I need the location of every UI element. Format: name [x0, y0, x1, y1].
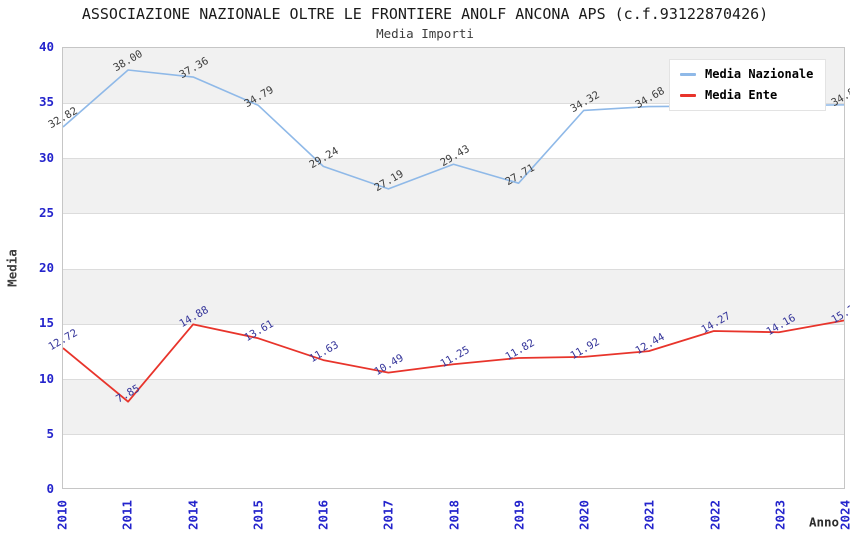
x-tick-label: 2010 [54, 499, 70, 531]
y-tick-label: 15 [38, 315, 54, 331]
y-tick-label: 10 [38, 370, 54, 386]
y-tick-label: 35 [38, 94, 54, 110]
legend-item-media-nazionale: Media Nazionale [680, 67, 813, 81]
plot-band [63, 269, 844, 325]
y-tick-label: 0 [46, 481, 54, 496]
x-tick-label: 2011 [119, 499, 135, 531]
x-tick-label: 2022 [707, 499, 722, 531]
legend-label: Media Nazionale [705, 67, 814, 81]
y-tick-label: 5 [46, 425, 54, 441]
legend-item-media-ente: Media Ente [680, 88, 813, 102]
y-tick-label: 30 [38, 149, 54, 165]
x-tick-label: 2023 [772, 499, 788, 531]
x-tick-label: 2018 [446, 499, 461, 531]
x-tick-label: 2021 [641, 499, 657, 531]
y-tick-label: 20 [38, 260, 54, 275]
x-tick-label: 2016 [315, 499, 331, 531]
x-tick-label: 2020 [576, 499, 592, 531]
plot-area: 32.82 38.00 37.36 34.79 29.24 27.19 29.43 27.71… [46, 47, 850, 489]
x-axis-title: Anno [808, 514, 840, 530]
series-lines [63, 69, 844, 403]
legend: Media Nazionale Media Ente [669, 59, 827, 111]
grid-line [63, 323, 844, 325]
grid-line [63, 268, 844, 270]
grid-line [63, 379, 844, 380]
grid-line [63, 213, 844, 215]
x-tick-label: 2019 [511, 499, 527, 531]
x-tick-label: 2017 [380, 499, 396, 531]
media-ente-line-swatch [680, 93, 696, 97]
y-tick-label: 40 [38, 39, 54, 54]
grid-line [63, 102, 844, 104]
plot-band [63, 158, 844, 214]
plot-band [63, 379, 844, 435]
y-tick-label: 25 [38, 204, 54, 220]
x-tick-label: 2014 [185, 499, 200, 531]
legend-label: Media Ente [705, 88, 778, 102]
media-nazionale-line-swatch [680, 72, 696, 76]
series-line-media-ente [63, 319, 844, 403]
x-tick-label: 2024 [837, 499, 850, 531]
chart-title: ASSOCIAZIONE NAZIONALE OLTRE LE FRONTIER… [81, 5, 769, 23]
grid-line [63, 434, 844, 436]
x-tick-label: 2015 [250, 499, 266, 531]
chart-subtitle: Media Importi [376, 26, 474, 41]
grid-line [63, 158, 844, 159]
